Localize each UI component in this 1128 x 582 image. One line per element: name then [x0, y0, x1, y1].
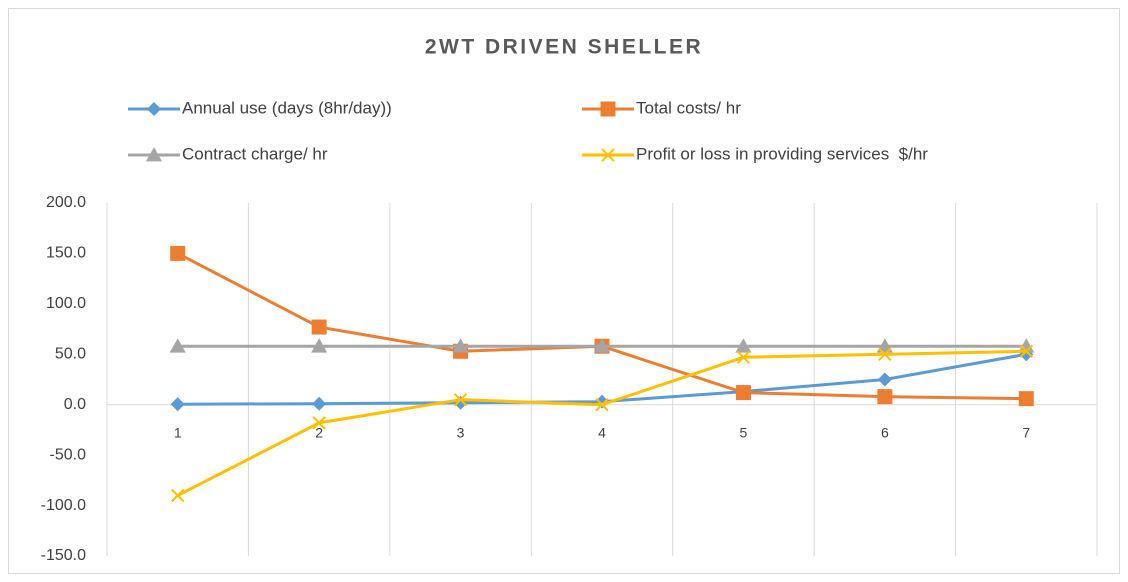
legend-marker	[146, 147, 162, 162]
legend-label: Annual use (days (8hr/day))	[182, 98, 392, 117]
y-tick-label: 200.0	[46, 194, 86, 211]
marker	[594, 338, 610, 353]
legend-marker	[601, 148, 615, 162]
marker	[171, 488, 185, 503]
marker	[735, 338, 752, 353]
marker	[311, 319, 327, 335]
y-tick-label: 100.0	[46, 295, 86, 312]
y-tick-label: -100.0	[41, 497, 86, 514]
marker	[877, 372, 892, 387]
marker	[311, 338, 328, 353]
marker	[170, 245, 186, 261]
marker	[1019, 344, 1033, 358]
marker	[1018, 338, 1035, 353]
marker	[735, 385, 751, 401]
marker	[312, 396, 327, 411]
marker	[453, 392, 468, 407]
y-tick-label: -150.0	[41, 547, 86, 564]
legend-marker	[600, 101, 616, 117]
marker	[878, 347, 892, 361]
marker	[877, 389, 893, 405]
marker	[312, 416, 326, 430]
legend-label: Contract charge/ hr	[182, 144, 328, 163]
x-tick-label: 5	[740, 424, 748, 440]
chart-border	[8, 8, 1120, 574]
legend-marker	[147, 102, 161, 116]
marker	[736, 350, 751, 365]
x-tick-label: 2	[315, 424, 323, 440]
marker	[170, 397, 185, 412]
y-tick-label: 0.0	[64, 396, 86, 413]
chart-title: 2WT DRIVEN SHELLER	[425, 36, 703, 59]
x-tick-label: 1	[174, 424, 182, 440]
x-tick-label: 6	[881, 424, 889, 440]
y-tick-label: 50.0	[55, 346, 86, 363]
marker	[595, 398, 609, 412]
x-tick-label: 3	[457, 424, 465, 440]
x-tick-label: 7	[1022, 424, 1030, 440]
legend-label: Profit or loss in providing services $/h…	[636, 144, 928, 163]
marker	[1018, 391, 1034, 407]
x-tick-label: 4	[598, 424, 606, 440]
marker	[452, 338, 469, 353]
legend-label: Total costs/ hr	[636, 98, 741, 117]
y-tick-label: -50.0	[50, 446, 87, 463]
marker	[169, 338, 186, 353]
y-tick-label: 150.0	[46, 245, 86, 262]
